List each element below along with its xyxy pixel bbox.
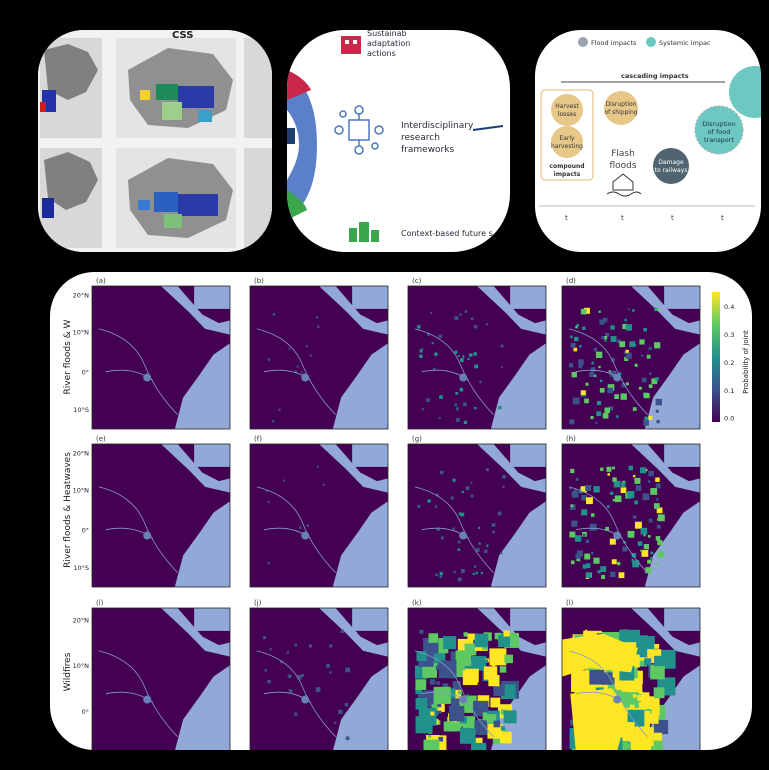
colorbar-label: Probability of joint (742, 330, 750, 394)
map-3: (c) (407, 277, 547, 430)
panel-label: (i) (96, 599, 104, 607)
probability-grid: River floods & W River floods & Heatwave… (63, 277, 750, 750)
map-12: (l) (561, 599, 701, 750)
map-6: (f) (249, 435, 389, 588)
compound-label: compound impacts (549, 163, 584, 178)
panel-label: (e) (96, 435, 106, 443)
map-9: (i) (91, 599, 231, 750)
panel-label: (b) (254, 277, 264, 285)
lat-tick: 10°N (73, 329, 90, 337)
colorbar (712, 292, 720, 422)
lat-tick: 20°N (73, 449, 90, 457)
row-label-1: River floods & W (63, 319, 73, 394)
node-early: Early harvesting (551, 135, 583, 150)
lat-tick: 20°N (73, 291, 90, 299)
row-label-2: River floods & Heatwaves (63, 452, 73, 568)
map-4: (d) (561, 277, 701, 430)
lat-tick: 10°S (73, 406, 89, 414)
panel-label: (g) (412, 435, 422, 443)
legend-flood-icon (578, 37, 588, 47)
lat-tick: 20°N (73, 616, 90, 624)
row-label-3: Wildfires (63, 652, 73, 691)
framework-panel: Sustainab adaptation actions Interdiscip… (287, 30, 510, 252)
house-flood-icon (606, 173, 642, 197)
maps-title: CSS (172, 30, 193, 41)
node-disruption-food: Disruption of food transport (702, 120, 736, 144)
map-11: (k) (407, 599, 547, 750)
panel-label: (h) (566, 435, 576, 443)
colorbar-tick: 0.2 (724, 359, 734, 367)
cascade-panel: Flood impacts Systemic impac cascading i… (535, 30, 761, 252)
legend-systemic: Systemic impac (659, 39, 711, 47)
map-10: (j) (249, 599, 389, 750)
lat-tick: 10°N (73, 662, 90, 670)
legend-flood: Flood impacts (591, 39, 637, 47)
panel-label: (d) (566, 277, 576, 285)
panel-label: (l) (566, 599, 574, 607)
map-7: (g) (407, 435, 547, 588)
lat-tick: 0° (82, 369, 89, 377)
building-icon (341, 36, 361, 54)
probability-grid-panel: River floods & W River floods & Heatwave… (50, 272, 752, 750)
panel-label: (k) (412, 599, 422, 607)
time-tick-2: t (671, 214, 674, 222)
cascading-label: cascading impacts (621, 72, 689, 80)
map-5: (e) (91, 435, 231, 588)
lat-tick: 10°S (73, 564, 89, 572)
panel-label: (c) (412, 277, 422, 285)
map-1: (a) (91, 277, 231, 430)
time-tick-3: t (721, 214, 724, 222)
lat-tick: 10°N (73, 487, 90, 495)
map-8: (h) (561, 435, 701, 588)
lat-tick: 0° (82, 527, 89, 535)
time-tick-0: t (565, 214, 568, 222)
panel-label: (a) (96, 277, 106, 285)
colorbar-tick: 0.3 (724, 331, 734, 339)
colorbar-tick: 0.1 (724, 387, 734, 395)
map-2: (b) (249, 277, 389, 430)
node-damage-rail: Damage to railways (655, 159, 688, 174)
network-icon (334, 105, 384, 155)
colorbar-tick: 0.4 (724, 303, 734, 311)
panel-label: (f) (254, 435, 262, 443)
flash-floods: Flash floods (609, 149, 636, 171)
node-disruption-ship: Disruption of shipping (604, 101, 637, 116)
framework-item-mid: Interdisciplinary research frameworks (401, 121, 476, 155)
framework-item-top: Sustainab adaptation actions (367, 30, 413, 58)
lat-tick: 0° (82, 708, 89, 716)
legend-systemic-icon (646, 37, 656, 47)
node-harvest: Harvest losses (555, 103, 579, 118)
time-tick-1: t (621, 214, 624, 222)
framework-item-bottom: Context-based future s (401, 229, 493, 238)
maps-panel: CSS (38, 30, 272, 252)
colorbar-tick: 0.0 (724, 415, 734, 423)
city-icon (349, 222, 379, 242)
panel-label: (j) (254, 599, 262, 607)
